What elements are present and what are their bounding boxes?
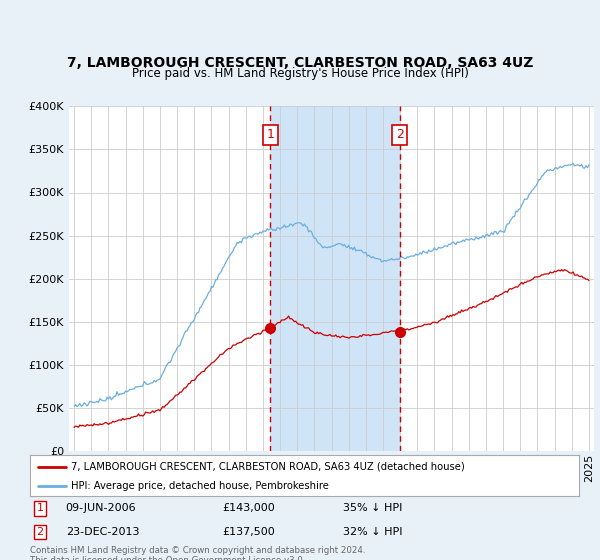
Text: Contains HM Land Registry data © Crown copyright and database right 2024.
This d: Contains HM Land Registry data © Crown c…: [30, 546, 365, 560]
Text: Price paid vs. HM Land Registry's House Price Index (HPI): Price paid vs. HM Land Registry's House …: [131, 67, 469, 81]
Text: 7, LAMBOROUGH CRESCENT, CLARBESTON ROAD, SA63 4UZ (detached house): 7, LAMBOROUGH CRESCENT, CLARBESTON ROAD,…: [71, 461, 465, 472]
Text: 23-DEC-2013: 23-DEC-2013: [65, 527, 139, 537]
Text: 35% ↓ HPI: 35% ↓ HPI: [343, 503, 403, 514]
Text: 7, LAMBOROUGH CRESCENT, CLARBESTON ROAD, SA63 4UZ: 7, LAMBOROUGH CRESCENT, CLARBESTON ROAD,…: [67, 55, 533, 69]
Text: 1: 1: [266, 128, 274, 141]
Text: HPI: Average price, detached house, Pembrokeshire: HPI: Average price, detached house, Pemb…: [71, 480, 329, 491]
Bar: [271, 106, 400, 451]
Text: 2: 2: [37, 527, 43, 537]
Text: 09-JUN-2006: 09-JUN-2006: [65, 503, 136, 514]
Text: £143,000: £143,000: [222, 503, 275, 514]
Text: £137,500: £137,500: [222, 527, 275, 537]
Text: 32% ↓ HPI: 32% ↓ HPI: [343, 527, 403, 537]
Text: 1: 1: [37, 503, 43, 514]
Text: 2: 2: [396, 128, 404, 141]
